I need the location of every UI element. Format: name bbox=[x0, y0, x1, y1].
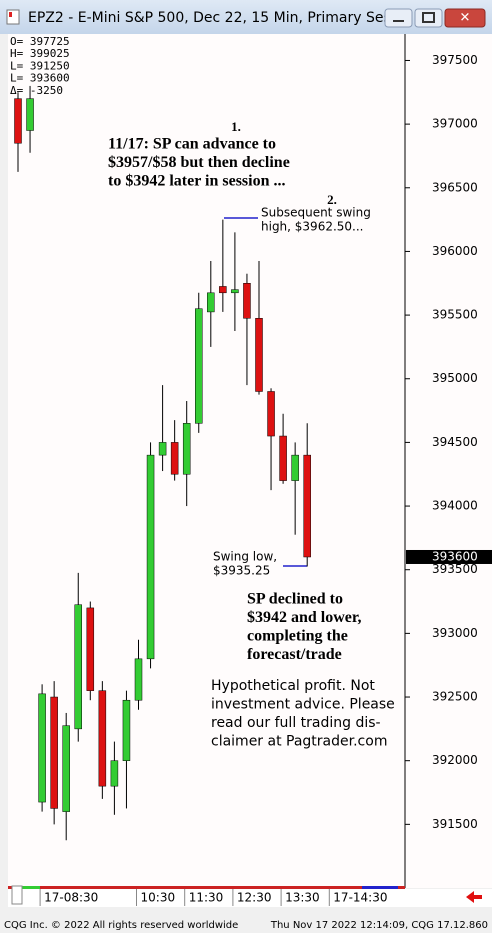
candle-body bbox=[219, 286, 227, 294]
maximize-icon bbox=[422, 12, 435, 23]
app-icon-mark bbox=[9, 12, 12, 17]
maximize-button[interactable] bbox=[414, 8, 443, 28]
candle-body bbox=[62, 725, 70, 812]
scroll-arrow[interactable] bbox=[466, 891, 482, 903]
x-tick-label: 17-14:30 bbox=[333, 891, 387, 905]
result-text: $3942 and lower, bbox=[247, 609, 362, 626]
footer-right: Thu Nov 17 2022 12:14:09, CQG 17.12.860 bbox=[270, 920, 488, 931]
result-text: SP declined to bbox=[247, 591, 343, 608]
disclaimer-text: claimer at Pagtrader.com bbox=[211, 734, 387, 750]
candle-body bbox=[74, 604, 82, 730]
disclaimer-text: Hypothetical profit. Not bbox=[211, 678, 375, 694]
minimize-button[interactable] bbox=[384, 8, 413, 28]
candle-body bbox=[38, 693, 46, 803]
candle-body bbox=[14, 98, 22, 144]
y-tick-label: 391500 bbox=[432, 817, 478, 831]
candle-body bbox=[170, 442, 179, 475]
candle-body bbox=[146, 454, 155, 660]
close-icon: ✕ bbox=[460, 11, 471, 26]
candle-body bbox=[50, 696, 58, 809]
y-tick-label: 394500 bbox=[432, 435, 478, 449]
y-tick-label: 396000 bbox=[432, 244, 478, 258]
swing-low-text: $3935.25 bbox=[213, 564, 270, 578]
y-tick-label: 395000 bbox=[432, 371, 478, 385]
y-tick-label: 396500 bbox=[432, 180, 478, 194]
chart-area bbox=[8, 34, 492, 888]
scroll-handle[interactable] bbox=[11, 885, 23, 905]
candle-body bbox=[134, 658, 143, 701]
disclaimer-text: read our full trading dis- bbox=[211, 715, 381, 731]
swing-high-text: high, $3962.50... bbox=[261, 220, 364, 234]
candle-body bbox=[207, 292, 215, 313]
x-tick-label: 17-08:30 bbox=[44, 891, 98, 905]
app-icon bbox=[6, 9, 20, 25]
candle-body bbox=[291, 454, 299, 481]
stat-line: H= 399025 bbox=[10, 47, 70, 60]
candle-body bbox=[182, 423, 191, 475]
x-tick-label: 12:30 bbox=[237, 891, 272, 905]
candle-body bbox=[26, 98, 34, 131]
forecast-text: to $3942 later in session ... bbox=[108, 173, 285, 190]
y-tick-label: 393000 bbox=[432, 626, 478, 640]
result-text: completing the bbox=[247, 628, 348, 645]
annotation-number: 2. bbox=[327, 192, 337, 207]
y-tick-label: 392000 bbox=[432, 753, 478, 767]
candle-body bbox=[243, 283, 251, 319]
forecast-text: 11/17: SP can advance to bbox=[108, 136, 276, 153]
last-price-label: 393600 bbox=[432, 549, 478, 563]
y-tick-label: 392500 bbox=[432, 690, 478, 704]
candle-body bbox=[279, 435, 287, 481]
candle-body bbox=[231, 289, 239, 294]
candle-body bbox=[110, 760, 119, 787]
session-bar bbox=[8, 886, 405, 889]
candle-body bbox=[86, 607, 95, 691]
candle-body bbox=[267, 391, 275, 437]
x-tick-label: 11:30 bbox=[189, 891, 224, 905]
session-bar-blue bbox=[362, 886, 398, 889]
window-title: EPZ2 - E-Mini S&P 500, Dec 22, 15 Min, P… bbox=[28, 10, 404, 26]
candle-body bbox=[303, 454, 311, 558]
x-tick-label: 13:30 bbox=[285, 891, 320, 905]
result-text: forecast/trade bbox=[247, 646, 342, 663]
disclaimer-text: investment advice. Please bbox=[211, 697, 395, 713]
swing-low-text: Swing low, bbox=[213, 550, 277, 564]
y-tick-label: 394000 bbox=[432, 499, 478, 513]
candle-body bbox=[122, 699, 131, 761]
last-price-box bbox=[406, 549, 492, 564]
swing-high-text: Subsequent swing bbox=[261, 206, 371, 220]
y-tick-label: 393500 bbox=[432, 562, 478, 576]
stat-line: L= 391250 bbox=[10, 59, 70, 72]
footer-left: CQG Inc. © 2022 All rights reserved worl… bbox=[4, 920, 238, 931]
stat-line: Δ= -3250 bbox=[10, 84, 63, 97]
y-tick-label: 397500 bbox=[432, 53, 478, 67]
close-button[interactable] bbox=[444, 8, 486, 28]
status-bar bbox=[0, 915, 492, 933]
time-axis bbox=[8, 889, 492, 907]
x-tick-label: 10:30 bbox=[141, 891, 176, 905]
candle-body bbox=[255, 318, 263, 392]
stat-line: O= 397725 bbox=[10, 35, 70, 48]
stat-line: L= 393600 bbox=[10, 72, 70, 85]
y-tick-label: 397000 bbox=[432, 117, 478, 131]
candle-body bbox=[98, 690, 107, 787]
forecast-text: $3957/$58 but then decline bbox=[108, 154, 290, 171]
annotation-number: 1. bbox=[231, 119, 241, 134]
candle-body bbox=[195, 308, 203, 424]
candle-body bbox=[158, 442, 167, 456]
session-bar-green bbox=[22, 886, 40, 889]
y-tick-label: 395500 bbox=[432, 308, 478, 322]
